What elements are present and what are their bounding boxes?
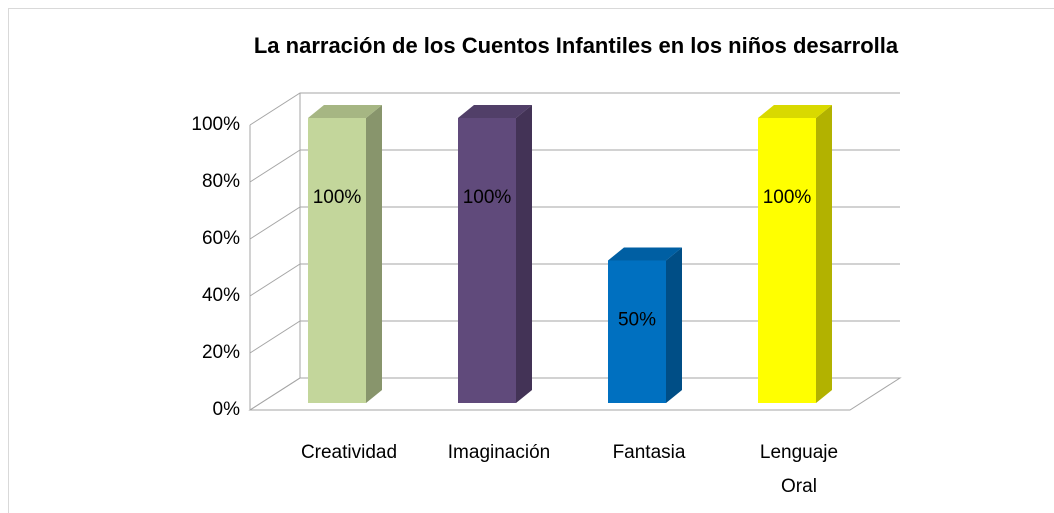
bar [458,105,532,403]
data-label: 100% [313,187,362,208]
bar-top [608,247,682,261]
y-tick-label: 80% [202,171,240,192]
bar-top [758,105,832,118]
x-tick-label: Lenguaje Oral [724,436,874,504]
bar [308,105,382,403]
bar [758,105,832,403]
bar-side-shade [816,105,832,403]
grid-line [249,206,900,240]
bar-top-shade [308,105,382,118]
grid-line [249,263,900,297]
x-tick-text: Fantasia [612,442,686,463]
y-tick-label: 100% [191,114,240,135]
data-label: 50% [618,309,656,330]
bar-front [608,260,666,403]
bar-front [308,118,366,403]
y-tick-label: 40% [202,285,240,306]
bar-front [458,118,516,403]
grid-line [249,377,900,411]
y-tick-label: 0% [213,399,241,420]
grid-line [249,320,900,354]
y-tick-label: 60% [202,228,240,249]
x-tick-text: Lenguaje Oral [759,442,839,497]
bar-side-shade [666,247,682,403]
grid-line [249,149,900,183]
bar-front [758,118,816,403]
bar-top [458,105,532,118]
chart-title: La narración de los Cuentos Infantiles e… [254,33,899,58]
bar-side-shade [516,105,532,403]
x-tick-label: Creatividad [274,436,424,470]
data-label: 100% [463,187,512,208]
grid-line [249,92,900,126]
x-tick-label: Imaginación [424,436,574,470]
bar-side-shade [366,105,382,403]
data-label: 100% [763,187,812,208]
bar-side [366,105,382,403]
bar-top-shade [458,105,532,118]
x-tick-text: Creatividad [300,442,398,463]
bar-top-shade [608,247,682,261]
bar-side [516,105,532,403]
x-tick-label: Fantasia [574,436,724,470]
bar-top-shade [758,105,832,118]
bar-side [816,105,832,403]
x-tick-text: Imaginación [447,442,551,463]
y-tick-label: 20% [202,342,240,363]
bar-top [308,105,382,118]
chart-border [8,8,1054,513]
bar [608,247,682,403]
bar-side [666,247,682,403]
